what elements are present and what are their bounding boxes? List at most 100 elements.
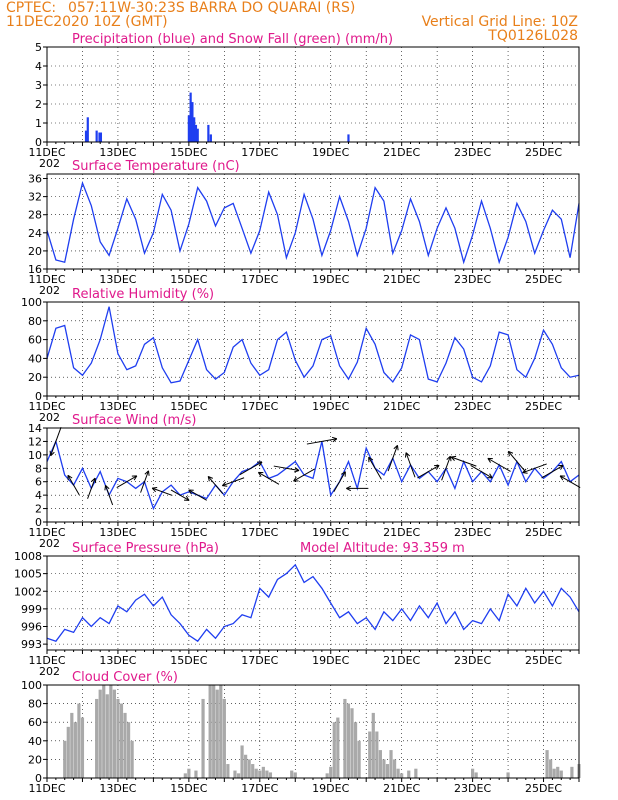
pressure-ytick-label: 993 (21, 638, 42, 651)
cloud-xtick-label: 23DEC (454, 782, 491, 795)
wind-arrow-head (293, 476, 299, 482)
wind-arrow-head (404, 452, 411, 458)
temperature-ytick-label: 20 (28, 245, 42, 258)
wind-arrow-head (257, 471, 264, 477)
cloud-frame (46, 684, 580, 779)
cloud-bar (414, 768, 418, 778)
cloud-bar (123, 712, 127, 778)
wind-arrow (522, 463, 547, 474)
cloud-bar (336, 717, 340, 778)
wind-arrow (507, 450, 526, 473)
pressure-xtick-label: 17DEC (241, 654, 278, 667)
wind-arrow-head (450, 455, 457, 461)
cloud-xtick-label: 17DEC (241, 782, 278, 795)
wind-arrow-head (221, 481, 228, 487)
precip-frame (46, 46, 580, 143)
pressure-xtick-label: 19DEC (312, 654, 349, 667)
pressure-ytick-label: 1008 (14, 550, 42, 563)
cloud-bar (219, 685, 223, 778)
wind-arrow (405, 452, 416, 478)
wind-arrow (207, 476, 224, 495)
precip-xtick-label: 23DEC (454, 146, 491, 159)
humidity-ytick-label: 100 (21, 296, 42, 309)
cloud-bar (254, 768, 258, 778)
cloud-bar (474, 772, 478, 778)
cloud-bar (112, 689, 116, 778)
pressure-annotation: Model Altitude: 93.359 m (300, 541, 465, 556)
pressure-year-stub: 202 (39, 665, 60, 678)
wind-xtick-label: 23DEC (454, 526, 491, 539)
precip-ytick-label: 1 (35, 117, 42, 130)
humidity-title: Relative Humidity (%) (72, 287, 214, 302)
pressure-line (46, 563, 580, 643)
precip-bar (196, 128, 199, 142)
precip-bar (189, 92, 192, 142)
cloud-bar (350, 708, 354, 778)
cloud-bar (201, 698, 205, 778)
cloud-bar (389, 750, 393, 778)
wind-arrow-head (487, 473, 493, 479)
cloud-bar (329, 766, 333, 778)
pressure-xtick-label: 13DEC (99, 654, 136, 667)
cloud-bar (222, 698, 226, 778)
wind-arrow-head (331, 436, 338, 443)
wind-ytick-label: 8 (35, 462, 42, 475)
cloud-panel: 0 20 40 60 80 100 11DEC 13DEC 15DEC 17DEC 19DEC 21D… (21, 670, 581, 795)
wind-ytick-label: 10 (28, 449, 42, 462)
pressure-xtick-label: 25DEC (525, 654, 562, 667)
cloud-bar (371, 712, 375, 778)
header-grid-note: Vertical Grid Line: 10Z (422, 14, 578, 30)
wind-arrow (368, 456, 382, 480)
header-run-time: 11DEC2020 10Z (GMT) (6, 14, 168, 30)
precip-panel: 0 1 2 3 4 5 11DEC 13DEC 15DEC 17DEC 19DEC 21DEC 23DE… (28, 32, 580, 170)
cloud-ytick-label: 0 (35, 772, 42, 785)
cloud-bar (212, 685, 216, 778)
cloud-bar (63, 740, 67, 778)
cloud-xtick-label: 21DEC (383, 782, 420, 795)
wind-arrow (140, 470, 149, 493)
temperature-ytick-label: 32 (28, 191, 42, 204)
precip-ytick-label: 2 (35, 98, 42, 111)
precip-bar (207, 124, 210, 142)
humidity-line (46, 306, 580, 384)
wind-arrow (239, 461, 263, 476)
temperature-line (46, 180, 580, 265)
humidity-year-stub: 202 (39, 411, 60, 424)
wind-ytick-label: 2 (35, 503, 42, 516)
wind-arrow (67, 475, 80, 496)
precip-xtick-label: 15DEC (170, 146, 207, 159)
wind-xtick-label: 25DEC (525, 526, 562, 539)
humidity-xtick-label: 11DEC (28, 400, 65, 413)
cloud-bar (109, 685, 113, 778)
temperature-ytick-label: 28 (28, 209, 42, 222)
cloud-bar (368, 731, 372, 778)
wind-arrow-head (188, 489, 194, 495)
precip-title: Precipitation (blue) and Snow Fall (gree… (72, 32, 393, 47)
humidity-xtick-label: 19DEC (312, 400, 349, 413)
humidity-xtick-label: 23DEC (454, 400, 491, 413)
wind-arrow-head (104, 485, 110, 491)
wind-arrow-head (183, 495, 190, 501)
wind-arrow-head (49, 450, 55, 457)
pressure-ytick-label: 1002 (14, 585, 42, 598)
temperature-ytick-label: 36 (28, 173, 42, 186)
cloud-bar (407, 770, 411, 778)
cloud-bar (265, 770, 269, 778)
wind-arrow (450, 456, 477, 467)
wind-title: Surface Wind (m/s) (72, 413, 196, 428)
wind-arrow (559, 475, 581, 488)
wind-arrow (152, 487, 173, 496)
cloud-bar (261, 766, 265, 778)
wind-arrow (116, 475, 138, 488)
cloud-ytick-label: 80 (28, 698, 42, 711)
pressure-panel: 993 996 999 1002 1005 1008 11DEC 13DEC 15DEC 17DE… (14, 541, 580, 678)
humidity-xtick-label: 21DEC (383, 400, 420, 413)
humidity-ytick-label: 60 (28, 334, 42, 347)
wind-arrow (387, 445, 398, 472)
pressure-xtick-label: 11DEC (28, 654, 65, 667)
wind-line (46, 439, 580, 511)
temperature-xtick-label: 23DEC (454, 273, 491, 286)
precip-bar (191, 102, 194, 142)
cloud-bar (247, 759, 251, 778)
